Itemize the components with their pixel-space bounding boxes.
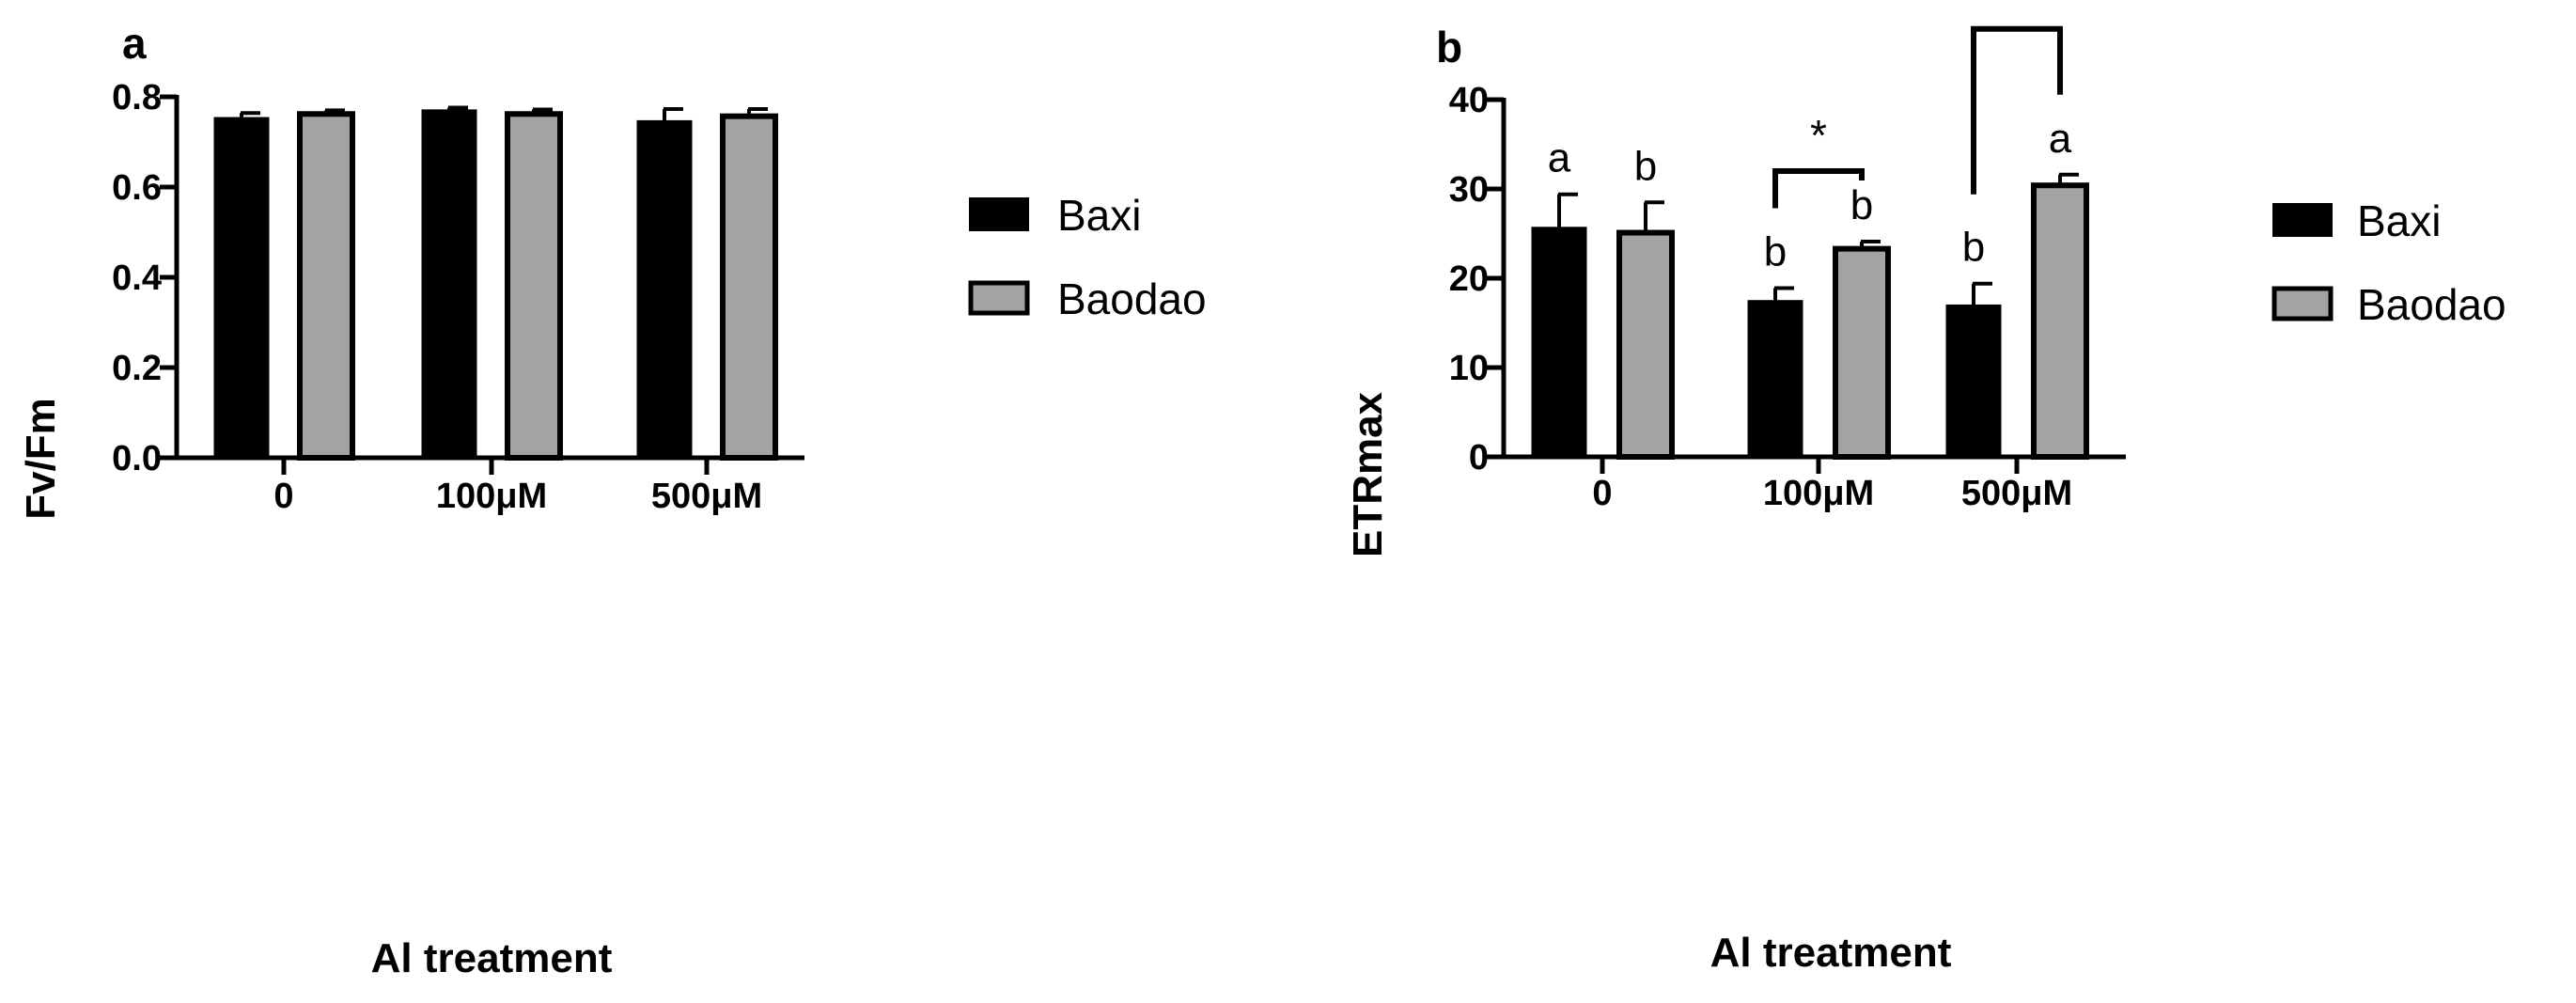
panel-a-bar-baodao-1: [505, 111, 563, 462]
panel-b-x-axis-label: Al treatment: [1710, 930, 1952, 976]
panel-a-bar-baodao-0: [297, 111, 355, 462]
panel-a-y-tick-label: 0.0: [112, 439, 162, 478]
panel-a-x-tick-label: 0: [273, 477, 293, 516]
panel-b-legend: Baxi Baodao: [2272, 196, 2506, 329]
panel-b-significance-letter: a: [2049, 116, 2072, 162]
panel-b-x-tick-label: 500μM: [1961, 474, 2072, 513]
panel-a-bar-baxi-2: [636, 119, 693, 460]
panel-a-bars: [213, 105, 778, 462]
panel-a-y-tick-label: 0.2: [112, 349, 162, 388]
panel-b-y-tick-label: 0: [1469, 438, 1489, 478]
panel-a-y-tick-label: 0.4: [112, 259, 162, 298]
panel-a-legend-label-baxi: Baxi: [1057, 191, 1141, 240]
panel-a-letter: a: [122, 19, 147, 68]
panel-a-legend: Baxi Baodao: [968, 191, 1207, 323]
panel-b-x-tick-label: 0: [1592, 474, 1612, 513]
panel-a-bar-baodao-2: [720, 113, 778, 461]
panel-a-bar-baxi-0: [213, 117, 270, 460]
panel-b-significance-letter: b: [1962, 225, 1985, 271]
panel-b-bars: [1531, 172, 2089, 460]
panel-b-significance-bracket: [1772, 168, 1865, 209]
panel-b-y-tick-label: 20: [1449, 259, 1489, 299]
panel-b-axes: 0 10 20 30 40 0 100μM 500μM: [1449, 81, 2126, 513]
panel-a-legend-swatch-baxi: [969, 197, 1029, 231]
panel-b-letter: b: [1436, 23, 1462, 71]
panel-b-bar-baodao-0: [1616, 229, 1675, 460]
panel-b-y-axis-label: ETRmax: [1345, 391, 1391, 557]
panel-b-bar-baodao-2: [2031, 182, 2089, 460]
panel-a-legend-label-baodao: Baodao: [1057, 274, 1207, 323]
panel-a-x-axis-label: Al treatment: [371, 935, 613, 981]
panel-a-y-axis-label: Fv/Fm: [18, 398, 64, 520]
panel-a: a 0.0 0.2 0.4 0.6 0.8 0 100μM 500μM Fv/Fm Al tr…: [18, 19, 1207, 981]
panel-b-significance-letter: a: [1548, 135, 1571, 181]
panel-b-bar-baxi-2: [1945, 304, 2002, 459]
panel-b-significance-stars: ***: [1991, 0, 2042, 18]
panel-b-bar-baxi-0: [1531, 227, 1587, 459]
panel-a-y-tick-label: 0.8: [112, 78, 162, 118]
panel-b-significance-bracket: [1971, 25, 2063, 195]
panel-b-legend-label-baxi: Baxi: [2357, 196, 2441, 245]
panel-b-legend-swatch-baxi: [2272, 203, 2333, 237]
panel-b-significance-letter: b: [1850, 182, 1873, 228]
panel-a-x-tick-label: 100μM: [436, 477, 547, 516]
panel-b-y-tick-label: 10: [1449, 349, 1489, 388]
panel-b-y-tick-label: 30: [1449, 170, 1489, 210]
panel-b-bar-baodao-1: [1833, 245, 1891, 460]
panel-b-x-tick-label: 100μM: [1763, 474, 1874, 513]
panel-b-significance-stars: *: [1810, 111, 1827, 160]
panel-b-significance-letter: b: [1634, 143, 1657, 189]
panel-a-bar-baxi-1: [421, 109, 477, 460]
panel-b-bar-baxi-1: [1747, 300, 1803, 459]
panel-a-axes: 0.0 0.2 0.4 0.6 0.8 0 100μM 500μM: [112, 78, 804, 516]
panel-b-legend-label-baodao: Baodao: [2357, 280, 2506, 329]
panel-b-significance-letter: b: [1764, 228, 1787, 274]
panel-a-x-tick-label: 500μM: [651, 477, 762, 516]
panel-b-legend-swatch-baodao: [2272, 286, 2334, 321]
panel-a-y-tick-label: 0.6: [112, 168, 162, 208]
panel-a-legend-swatch-baodao: [968, 280, 1030, 316]
panel-b-y-tick-label: 40: [1449, 81, 1489, 120]
